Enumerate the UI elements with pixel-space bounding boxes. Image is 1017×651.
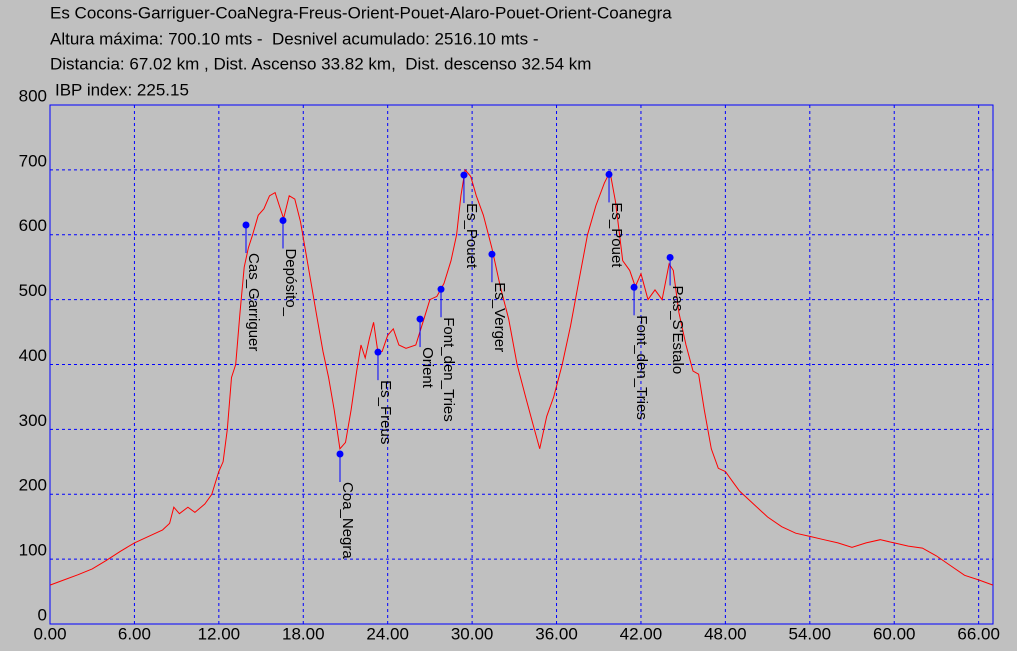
waypoint <box>279 216 287 224</box>
waypoint <box>460 171 468 179</box>
waypoint <box>437 285 445 293</box>
waypoint <box>488 250 496 258</box>
waypoint-label: Es_Verger <box>491 282 508 352</box>
waypoint-label: Font_den_Tries <box>633 315 650 420</box>
y-tick-label: 700 <box>19 151 47 170</box>
waypoint-label: Es_Freus <box>377 380 394 444</box>
chart-title: Es Cocons-Garriguer-CoaNegra-Freus-Orien… <box>50 3 672 22</box>
x-tick-label: 60.00 <box>873 624 916 643</box>
y-tick-label: 400 <box>19 346 47 365</box>
waypoint-label: Font_den_Tries <box>440 317 457 422</box>
x-tick-label: 36.00 <box>535 624 578 643</box>
x-tick-label: 24.00 <box>366 624 409 643</box>
x-tick-label: 30.00 <box>451 624 494 643</box>
waypoint-label: Cas_Garriguer <box>245 253 262 351</box>
x-tick-label: 18.00 <box>282 624 325 643</box>
waypoint-label: Orient <box>419 347 436 389</box>
x-tick-label: 66.00 <box>957 624 1000 643</box>
x-tick-label: 12.00 <box>198 624 241 643</box>
x-tick-label: 6.00 <box>118 624 151 643</box>
waypoint <box>666 253 674 261</box>
x-tick-label: 0.00 <box>33 624 66 643</box>
subtitle: Distancia: 67.02 km , Dist. Ascenso 33.8… <box>50 54 591 73</box>
waypoint <box>336 450 344 458</box>
y-tick-label: 200 <box>19 476 47 495</box>
waypoint-label: Es_Pouet <box>608 202 625 268</box>
waypoint-label: Pas_S'Estalo <box>669 285 686 374</box>
subtitle: Altura máxima: 700.10 mts - Desnivel acu… <box>50 29 539 48</box>
waypoint <box>416 315 424 323</box>
y-tick-label: 0 <box>38 605 47 624</box>
elevation-line <box>49 168 994 586</box>
waypoint-label: Coa_Negra <box>339 482 356 559</box>
waypoint <box>630 283 638 291</box>
y-tick-label: 100 <box>19 541 47 560</box>
y-tick-label: 300 <box>19 411 47 430</box>
y-tick-label: 600 <box>19 216 47 235</box>
x-tick-label: 48.00 <box>704 624 747 643</box>
waypoint <box>242 221 250 229</box>
y-tick-label: 800 <box>19 86 47 105</box>
y-tick-label: 500 <box>19 281 47 300</box>
x-tick-label: 42.00 <box>620 624 663 643</box>
waypoint-label: Depósito_ <box>282 248 299 316</box>
x-tick-label: 54.00 <box>789 624 832 643</box>
waypoint-label: Es_Pouet <box>463 203 480 269</box>
waypoint <box>605 170 613 178</box>
waypoint <box>374 348 382 356</box>
subtitle: IBP index: 225.15 <box>55 80 189 99</box>
